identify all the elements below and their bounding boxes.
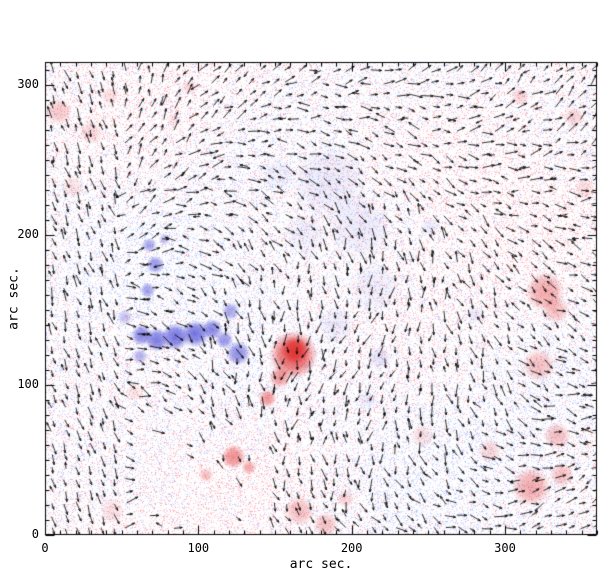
x-tick-label: 100 <box>187 541 210 555</box>
y-tick-label: 200 <box>17 226 39 241</box>
y-tick-label: 100 <box>17 376 39 391</box>
y-tick-label: 300 <box>17 76 39 91</box>
y-tick-label: 0 <box>31 527 39 541</box>
x-tick-label: 300 <box>494 541 516 555</box>
x-tick-label: 200 <box>340 541 363 555</box>
y-axis-label: arc sec. <box>6 267 22 330</box>
x-tick-label: 0 <box>41 541 49 555</box>
x-axis-label: arc sec. <box>289 557 353 572</box>
